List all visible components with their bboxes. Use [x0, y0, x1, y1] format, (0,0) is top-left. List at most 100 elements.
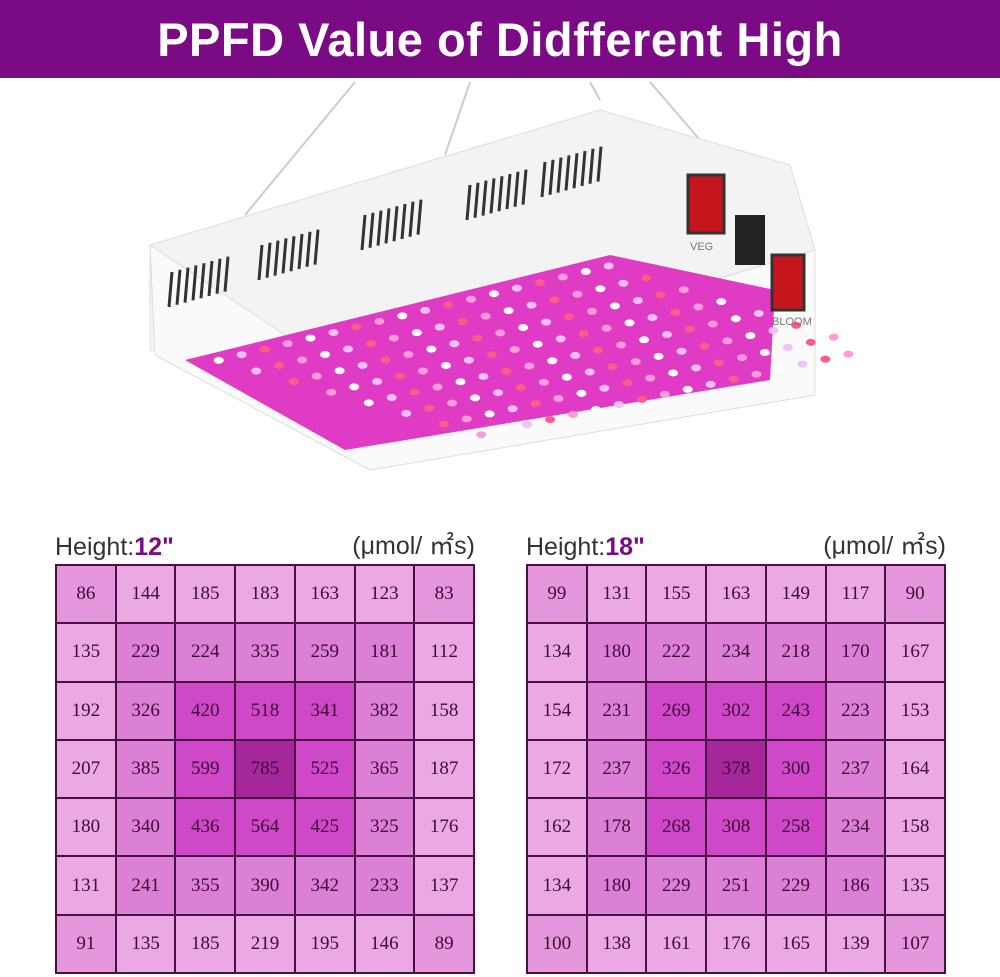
led-dot	[524, 362, 535, 370]
heatmap-cell: 187	[415, 740, 473, 798]
led-dot	[693, 303, 704, 311]
vent-slot	[223, 256, 230, 292]
led-dot	[691, 364, 702, 372]
led-dot	[641, 274, 652, 282]
heatmap-cell: 180	[57, 799, 115, 856]
led-dot	[418, 367, 429, 375]
heatmap-cell: 163	[707, 566, 765, 623]
heatmap-cell: 518	[236, 682, 294, 739]
led-dot	[509, 346, 520, 354]
vent-slot	[540, 161, 547, 198]
led-dot	[730, 315, 741, 323]
vent-slot	[521, 169, 528, 205]
heatmap-cell: 425	[295, 799, 354, 856]
heatmap-cell: 123	[355, 566, 414, 623]
led-dot	[515, 384, 526, 392]
led-dot	[572, 290, 583, 298]
heatmap-cell: 341	[295, 682, 354, 739]
led-dot	[532, 340, 543, 348]
unit-label: (μmol/ ㎡s)	[823, 532, 946, 560]
led-dot	[553, 395, 564, 403]
heatmap-cell: 185	[176, 915, 235, 972]
led-dot	[518, 324, 529, 332]
led-dot	[493, 389, 504, 397]
led-dot	[682, 385, 693, 393]
heatmap-cell: 229	[116, 624, 175, 681]
heatmap-cell: 99	[528, 566, 586, 623]
led-dot	[386, 394, 397, 402]
led-dot	[791, 321, 802, 329]
heatmap-cell: 222	[647, 624, 706, 681]
led-dot	[251, 367, 262, 375]
heatmap-cell: 158	[886, 799, 944, 856]
led-dot	[630, 358, 641, 366]
led-dot	[568, 411, 579, 419]
heatmap-cell: 91	[57, 915, 115, 972]
led-dot	[561, 373, 572, 381]
heatmap-cell: 335	[236, 624, 294, 681]
heatmap-cell: 144	[116, 566, 175, 623]
vent-slot	[400, 203, 407, 240]
heatmap-cell: 183	[236, 566, 294, 623]
led-dot	[305, 334, 316, 342]
heatmap-cell: 153	[886, 682, 944, 739]
led-dot	[541, 318, 552, 326]
heatmap-cell: 90	[886, 566, 944, 623]
led-dot	[753, 309, 764, 317]
led-dot	[622, 379, 633, 387]
led-dot	[489, 290, 500, 298]
led-dot	[420, 306, 431, 314]
vent-slot	[297, 233, 304, 270]
vent-slot	[588, 148, 595, 184]
vent-slot	[257, 244, 264, 281]
height-value: 18"	[605, 533, 645, 561]
heatmap-cell: 131	[57, 857, 115, 914]
led-dot	[457, 318, 468, 326]
led-panel	[185, 255, 775, 450]
led-dot	[684, 325, 695, 333]
led-dot	[213, 356, 224, 364]
heatmap-cell: 137	[415, 857, 473, 914]
led-dot	[357, 361, 368, 369]
led-dot	[499, 426, 510, 434]
vent-slot	[473, 182, 480, 218]
led-dot	[470, 394, 481, 402]
heatmap-cell: 243	[766, 682, 825, 739]
led-dot	[388, 334, 399, 342]
title-banner: PPFD Value of Didfferent High	[0, 0, 1000, 78]
led-dot	[678, 286, 689, 294]
led-dot	[707, 320, 718, 328]
vent-slot	[305, 231, 312, 267]
heatmap-cell: 135	[116, 915, 175, 972]
heatmap-cell: 186	[826, 857, 885, 914]
heatmap-cell: 259	[295, 624, 354, 681]
bloom-label: BLOOM	[772, 316, 812, 328]
heatmap-cell: 131	[587, 566, 646, 623]
led-dot	[624, 319, 635, 327]
led-dot	[426, 345, 437, 353]
vent-slot	[265, 242, 272, 278]
led-dot	[820, 355, 831, 363]
vent-slot	[465, 184, 472, 221]
led-dot	[607, 363, 618, 371]
led-dot	[395, 372, 406, 380]
unit-label: (μmol/ ㎡s)	[352, 532, 475, 560]
led-dot	[351, 323, 362, 331]
led-dot	[503, 307, 514, 315]
vent-slot	[596, 146, 603, 182]
heatmap-cell: 195	[295, 915, 354, 972]
led-dot	[476, 431, 487, 439]
heatmap-cell: 180	[587, 624, 646, 681]
led-dot	[580, 267, 591, 275]
vent-slot	[580, 150, 587, 187]
led-dot	[613, 400, 624, 408]
heatmap-cell: 155	[647, 566, 706, 623]
led-dot	[557, 273, 568, 281]
vent-slot	[416, 199, 423, 235]
led-dot	[297, 356, 308, 364]
led-dot	[434, 323, 445, 331]
heatmap-cell: 100	[528, 915, 586, 972]
led-dot	[349, 383, 360, 391]
led-dot	[432, 383, 443, 391]
heatmap-cell: 164	[886, 740, 944, 798]
